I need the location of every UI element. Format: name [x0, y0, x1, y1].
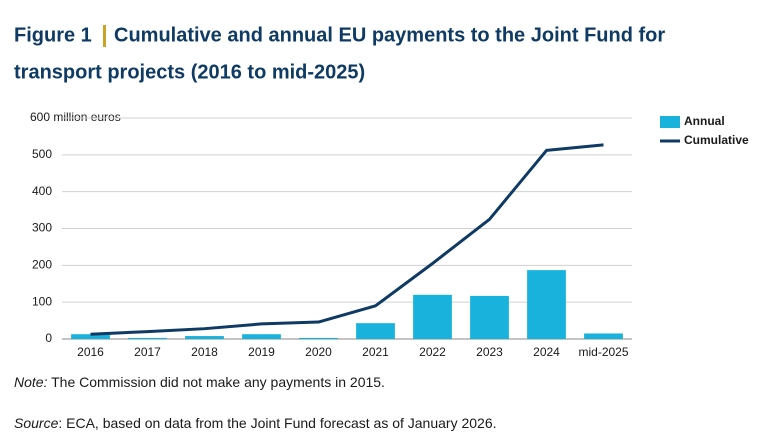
y-tick-label: 600 million euros	[30, 110, 121, 124]
y-tick-label: 500	[32, 147, 52, 161]
y-tick-label: 0	[45, 331, 52, 345]
y-tick-label: 400	[32, 184, 52, 198]
note: Note: The Commission did not make any pa…	[14, 374, 385, 390]
note-label: Note:	[14, 374, 48, 390]
source-label: Source	[14, 415, 59, 431]
x-tick-label: 2018	[191, 345, 218, 359]
bar	[242, 334, 281, 339]
figure-number: Figure 1	[14, 24, 92, 46]
x-tick-label: 2022	[419, 345, 446, 359]
line	[90, 143, 604, 336]
bar	[584, 333, 623, 339]
legend-label: Cumulative	[684, 133, 749, 147]
bar	[413, 294, 452, 339]
x-tick-label: 2021	[362, 345, 389, 359]
x-tick-label: 2019	[248, 345, 275, 359]
x-tick-label: 2017	[134, 345, 161, 359]
y-tick-label: 300	[32, 221, 52, 235]
bar	[128, 337, 167, 339]
title-separator	[103, 25, 106, 47]
x-tick-label: mid-2025	[578, 345, 628, 359]
note-text: The Commission did not make any payments…	[47, 374, 384, 390]
bar	[470, 295, 509, 339]
legend-label: Annual	[684, 114, 725, 128]
x-tick-label: 2024	[533, 345, 560, 359]
y-tick-label: 100	[32, 294, 52, 308]
source-text: : ECA, based on data from the Joint Fund…	[58, 415, 496, 431]
legend-swatch	[660, 116, 680, 128]
source: Source: ECA, based on data from the Join…	[14, 415, 497, 431]
bar	[185, 336, 224, 339]
x-tick-label: 2016	[77, 345, 104, 359]
y-tick-label: 200	[32, 258, 52, 272]
bar	[527, 270, 566, 339]
bar	[299, 337, 338, 339]
chart-title: Cumulative and annual EU payments to the…	[114, 24, 665, 46]
chart-title: transport projects (2016 to mid-2025)	[14, 61, 365, 83]
x-tick-label: 2023	[476, 345, 503, 359]
bar	[71, 334, 110, 339]
bar	[356, 323, 395, 339]
x-tick-label: 2020	[305, 345, 332, 359]
